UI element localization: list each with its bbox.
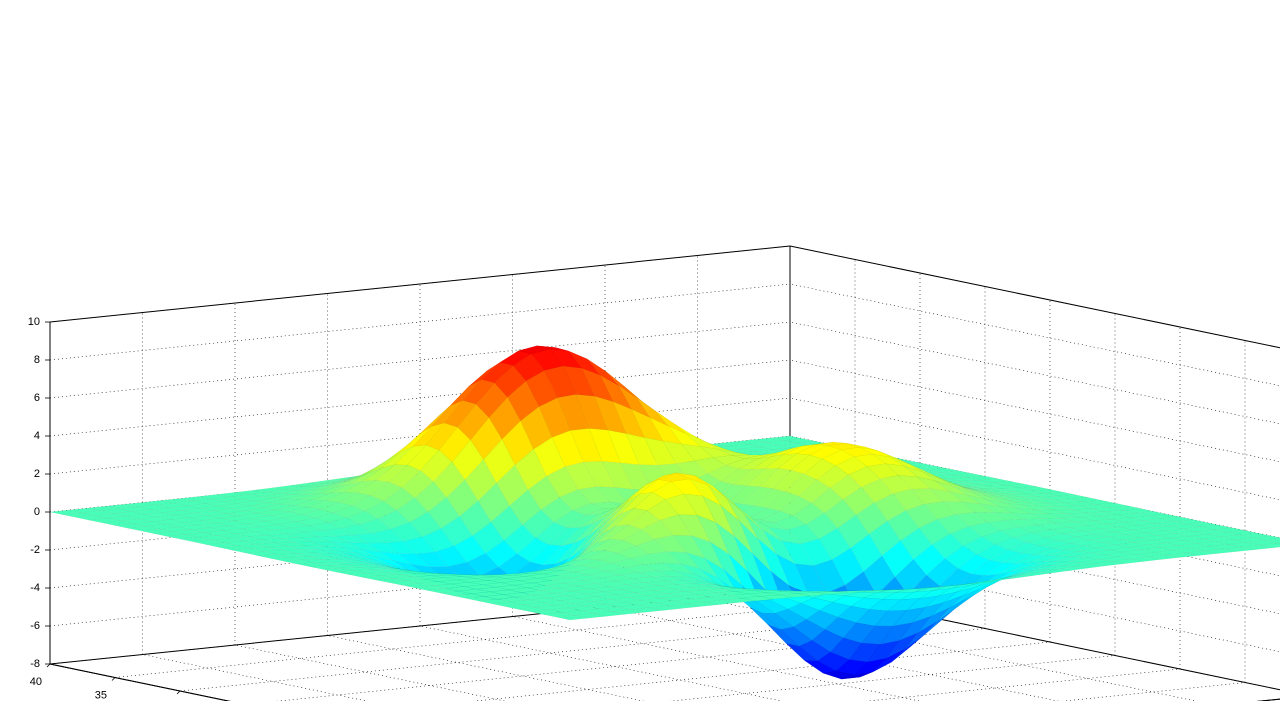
tick-label: 4	[34, 430, 40, 442]
tick-label: 6	[34, 392, 40, 404]
tick-label: 10	[28, 316, 40, 328]
tick-label: 35	[95, 690, 107, 701]
surface	[50, 346, 1280, 679]
tick-label: 2	[34, 468, 40, 480]
axis-front-edges	[50, 664, 1280, 701]
tick-label: -6	[30, 620, 40, 632]
tick-label: 8	[34, 354, 40, 366]
tick-label: -8	[30, 658, 40, 670]
tick-label: 40	[30, 676, 42, 688]
tick-label: -4	[30, 582, 40, 594]
surface-3d-plot: 05101520253035400510152025303540-8-6-4-2…	[0, 0, 1280, 701]
tick-label: -2	[30, 544, 40, 556]
tick-label: 0	[34, 506, 40, 518]
